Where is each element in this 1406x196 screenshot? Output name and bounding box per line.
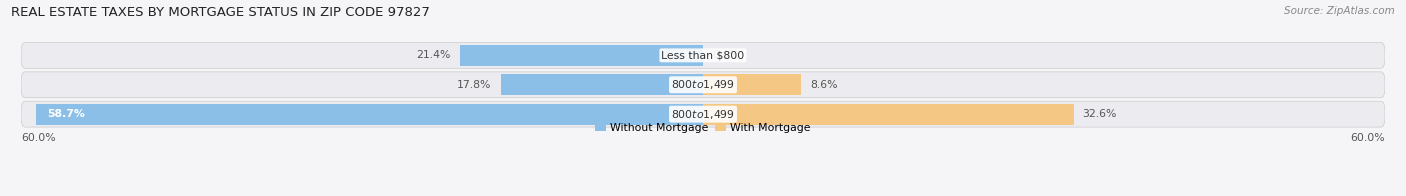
Text: 60.0%: 60.0% [21, 133, 56, 143]
Bar [460, 45, 703, 66]
Text: 8.6%: 8.6% [810, 80, 838, 90]
Text: Source: ZipAtlas.com: Source: ZipAtlas.com [1284, 6, 1395, 16]
Text: 60.0%: 60.0% [1350, 133, 1385, 143]
Bar [703, 103, 1074, 125]
FancyBboxPatch shape [21, 42, 1385, 68]
Text: $800 to $1,499: $800 to $1,499 [671, 108, 735, 121]
Text: 32.6%: 32.6% [1083, 109, 1116, 119]
Legend: Without Mortgage, With Mortgage: Without Mortgage, With Mortgage [595, 122, 811, 132]
Bar [501, 74, 703, 95]
Text: REAL ESTATE TAXES BY MORTGAGE STATUS IN ZIP CODE 97827: REAL ESTATE TAXES BY MORTGAGE STATUS IN … [11, 6, 430, 19]
Bar [703, 74, 801, 95]
Text: 17.8%: 17.8% [457, 80, 492, 90]
Bar [37, 103, 703, 125]
FancyBboxPatch shape [21, 101, 1385, 127]
Text: 0.0%: 0.0% [711, 50, 740, 60]
Text: 58.7%: 58.7% [48, 109, 86, 119]
Text: $800 to $1,499: $800 to $1,499 [671, 78, 735, 91]
Text: Less than $800: Less than $800 [661, 50, 745, 60]
Text: 21.4%: 21.4% [416, 50, 451, 60]
FancyBboxPatch shape [21, 72, 1385, 98]
